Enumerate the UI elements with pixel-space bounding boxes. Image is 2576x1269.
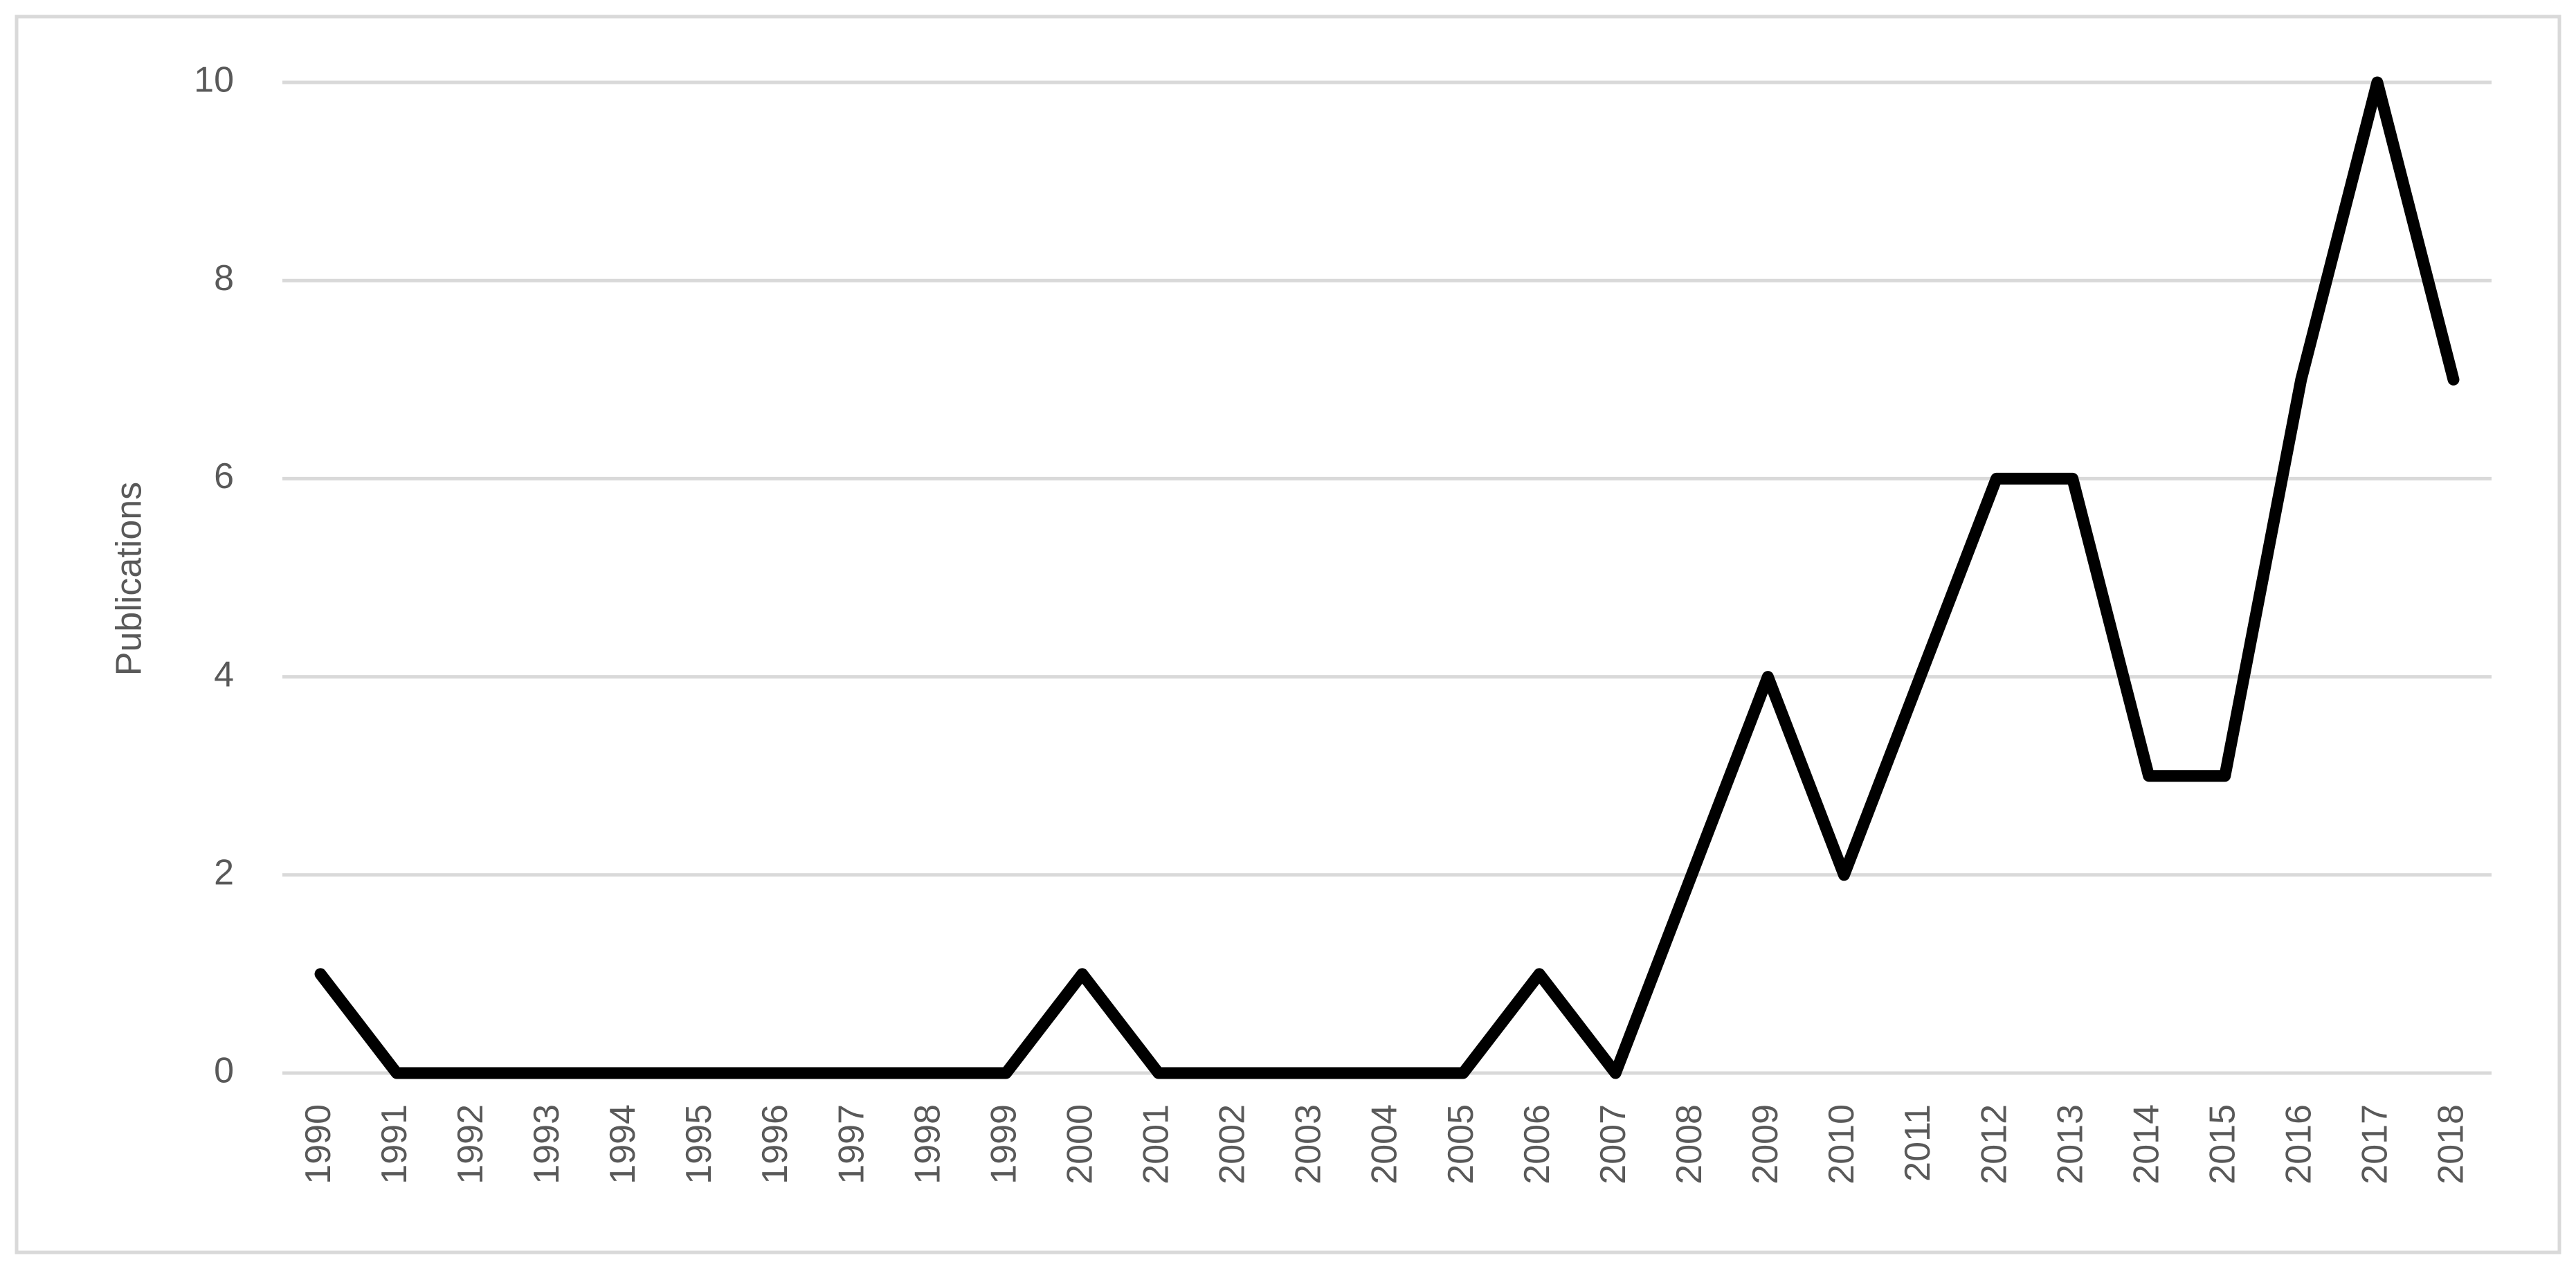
x-tick-label: 1997 [831,1104,871,1185]
x-tick-label: 1999 [983,1104,1024,1185]
x-tick-label: 2013 [2050,1104,2090,1185]
x-tick-label: 2015 [2202,1104,2242,1185]
x-tick-label: 2008 [1669,1104,1709,1185]
x-tick-label: 2007 [1593,1104,1633,1185]
x-tick-label: 2001 [1136,1104,1177,1185]
y-tick-label: 8 [214,258,234,298]
x-tick-label: 1991 [374,1104,415,1185]
x-tick-label: 2004 [1365,1104,1405,1185]
y-axis-title: Publications [109,482,149,676]
x-tick-label: 2002 [1213,1104,1253,1185]
x-tick-label: 2009 [1745,1104,1786,1185]
x-tick-label: 1993 [527,1104,567,1185]
x-tick-label: 2003 [1289,1104,1329,1185]
x-tick-label: 1995 [679,1104,719,1185]
data-line [314,76,2460,1079]
x-tick-label: 2012 [1974,1104,2014,1185]
x-tick-label: 2014 [2126,1104,2166,1185]
x-tick-label: 2016 [2279,1104,2319,1185]
x-tick-label: 1990 [298,1104,338,1185]
x-tick-label: 2005 [1441,1104,1481,1185]
y-tick-label: 2 [214,853,234,893]
x-tick-label: 1996 [755,1104,795,1185]
x-tick-label: 2010 [1822,1104,1862,1185]
y-tick-label: 4 [214,654,234,694]
y-tick-label: 10 [194,60,234,100]
x-tick-label: 1998 [907,1104,947,1185]
x-tick-label: 2011 [1898,1104,1938,1182]
chart-border [15,15,2561,1254]
x-tick-label: 2006 [1517,1104,1557,1185]
x-tick-label: 2018 [2431,1104,2471,1185]
x-tick-label: 1992 [451,1104,491,1185]
y-tick-label: 0 [214,1051,234,1091]
y-tick-label: 6 [214,456,234,496]
x-tick-label: 2017 [2355,1104,2395,1185]
x-tick-label: 2000 [1060,1104,1100,1185]
x-tick-label: 1994 [603,1104,643,1185]
